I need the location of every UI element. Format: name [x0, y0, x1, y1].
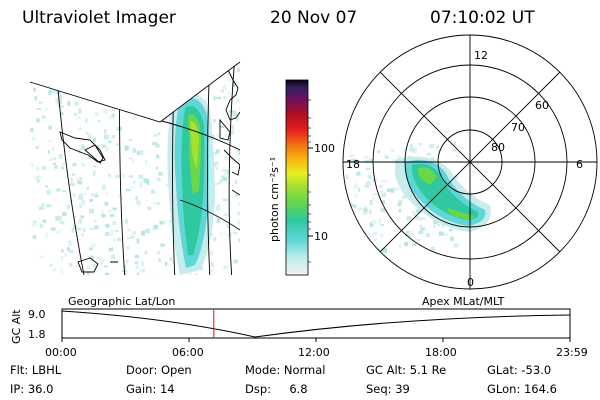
seq-value: 39: [395, 382, 410, 396]
mlt-label-18: 18: [346, 158, 360, 171]
mode-value: Normal: [283, 363, 326, 377]
gc-alt-value: 5.1 Re: [409, 363, 447, 377]
glon-value: 164.6: [523, 382, 557, 396]
date-label: 20 Nov 07: [270, 8, 358, 28]
altitude-plot: GC Alt 9.0 1.8 00:00 06:00 12:00 18:00 2…: [10, 308, 588, 359]
filter-status: Flt: LBHL: [10, 363, 61, 377]
ip-value: 36.0: [27, 382, 54, 396]
color-bar: 100 10 photon cm⁻²s⁻¹: [268, 79, 335, 276]
geographic-image: [29, 61, 241, 275]
door-label: Door:: [126, 363, 158, 377]
y-tick-1-8: 1.8: [28, 328, 46, 341]
glon-status: GLon: 164.6: [487, 382, 557, 396]
gain-label: Gain:: [126, 382, 157, 396]
glat-value: -53.0: [521, 363, 552, 377]
colorbar-tick-100: 100: [314, 142, 335, 155]
x-tick-2359: 23:59: [556, 346, 588, 359]
gc-alt-status: GC Alt: 5.1 Re: [366, 363, 446, 377]
seq-status: Seq: 39: [366, 382, 410, 396]
ip-status: IP: 36.0: [10, 382, 53, 396]
dsp-value: 6.8: [289, 382, 308, 396]
mlt-label-0: 0: [467, 276, 474, 289]
filter-value: LBHL: [31, 363, 62, 377]
y-tick-9: 9.0: [28, 308, 46, 321]
geographic-label: Geographic Lat/Lon: [68, 295, 175, 308]
dsp-status: Dsp: 6.8: [245, 382, 308, 396]
glon-label: GLon:: [487, 382, 521, 396]
image-edge: [29, 61, 241, 123]
mode-status: Mode: Normal: [245, 363, 325, 377]
ip-label: IP:: [10, 382, 25, 396]
glat-label: GLat:: [487, 363, 518, 377]
apex-label: Apex MLat/MLT: [422, 295, 505, 308]
x-tick-0600: 06:00: [172, 346, 204, 359]
time-label: 07:10:02 UT: [430, 8, 535, 28]
polar-plot: 12 18 6 0 60 70 80: [342, 34, 598, 290]
filter-label: Flt:: [10, 363, 29, 377]
lat-label-80: 80: [491, 141, 505, 154]
gc-alt-label: GC Alt:: [366, 363, 407, 377]
auroral-band: [167, 92, 215, 275]
mlt-label-6: 6: [576, 158, 583, 171]
gc-alt-axis-label: GC Alt: [10, 309, 23, 344]
mode-label: Mode:: [245, 363, 281, 377]
polar-grid: [342, 34, 598, 290]
glat-status: GLat: -53.0: [487, 363, 551, 377]
door-status: Door: Open: [126, 363, 192, 377]
colorbar-unit-label: photon cm⁻²s⁻¹: [268, 157, 281, 242]
dsp-label: Dsp:: [245, 382, 272, 396]
altitude-curve: [61, 310, 571, 338]
mlt-label-12: 12: [474, 49, 488, 62]
gain-status: Gain: 14: [126, 382, 175, 396]
x-tick-1800: 18:00: [425, 346, 457, 359]
instrument-title: Ultraviolet Imager: [22, 8, 176, 28]
seq-label: Seq:: [366, 382, 392, 396]
x-tick-1200: 12:00: [298, 346, 330, 359]
gain-value: 14: [159, 382, 175, 396]
colorbar-tick-10: 10: [314, 230, 328, 243]
x-tick-0000: 00:00: [45, 346, 77, 359]
polar-auroral-oval: [395, 156, 491, 232]
lat-label-60: 60: [535, 99, 549, 112]
lat-label-70: 70: [511, 121, 525, 134]
door-value: Open: [160, 363, 192, 377]
